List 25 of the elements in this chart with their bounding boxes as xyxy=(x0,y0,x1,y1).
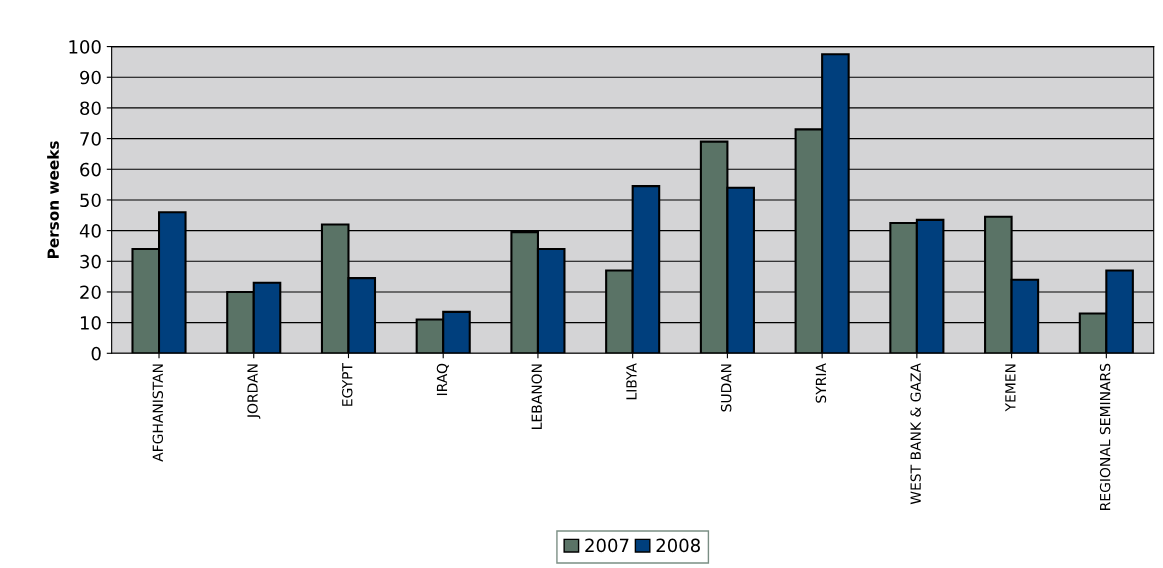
y-tick-label: 40 xyxy=(79,224,101,238)
x-tick-label: LIBYA xyxy=(626,363,637,400)
y-tick-label: 90 xyxy=(80,70,101,85)
x-tick-label: WEST BANK & GAZA xyxy=(910,363,921,505)
x-tick-label: IRAQ xyxy=(436,363,449,396)
y-tick-label: 30 xyxy=(80,254,101,269)
legend-label: 2008 xyxy=(656,538,700,553)
y-tick-label: 0 xyxy=(91,346,101,361)
y-tick-label: 60 xyxy=(80,162,101,177)
x-tick-label: YEMEN xyxy=(1005,364,1016,412)
y-axis-title: Person weeks xyxy=(47,141,59,259)
legend-label: 2007 xyxy=(585,538,629,553)
y-tick-label: 10 xyxy=(80,316,101,330)
y-tick-label: 100 xyxy=(69,40,101,54)
y-tick-label: 80 xyxy=(80,101,101,116)
x-tick-label: JORDAN xyxy=(247,364,261,419)
y-tick-label: 70 xyxy=(80,132,101,146)
x-tick-label: AFGHANISTAN xyxy=(152,364,164,462)
x-tick-label: SYRIA xyxy=(815,363,827,403)
x-tick-label: SUDAN xyxy=(720,364,732,412)
x-tick-label: LEBANON xyxy=(531,364,542,429)
x-tick-label: REGIONAL SEMINARS xyxy=(1099,363,1111,510)
y-tick-label: 20 xyxy=(80,285,101,300)
y-tick-label: 50 xyxy=(80,193,101,208)
x-tick-label: EGYPT xyxy=(342,362,353,406)
